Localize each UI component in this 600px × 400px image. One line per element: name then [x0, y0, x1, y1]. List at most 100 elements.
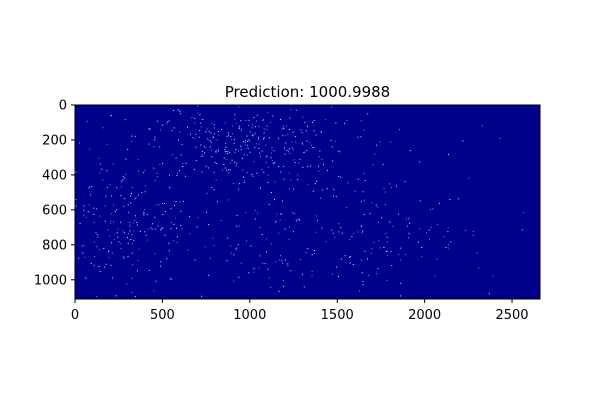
heatmap-point [102, 179, 104, 181]
heatmap-point [386, 254, 388, 256]
heatmap-point [115, 295, 117, 297]
heatmap-point [297, 174, 299, 176]
heatmap-point [193, 169, 195, 170]
heatmap-point [389, 183, 391, 185]
heatmap-point [363, 214, 365, 216]
heatmap-point [213, 127, 215, 129]
heatmap-point [347, 182, 349, 184]
heatmap-point [271, 192, 272, 194]
heatmap-point [234, 151, 236, 153]
heatmap-point [234, 139, 236, 141]
heatmap-point [180, 113, 182, 115]
heatmap-point [168, 242, 170, 244]
heatmap-point [128, 212, 130, 214]
heatmap-point [129, 221, 131, 223]
heatmap-point [314, 253, 316, 254]
heatmap-point [381, 217, 382, 219]
heatmap-point [338, 175, 339, 177]
heatmap-point [185, 162, 187, 164]
heatmap-point [271, 243, 273, 245]
heatmap-point [110, 213, 112, 215]
heatmap-point [233, 280, 235, 282]
heatmap-point [89, 193, 91, 195]
heatmap-point [111, 242, 112, 244]
heatmap-point [247, 172, 248, 173]
heatmap-point [288, 149, 290, 151]
heatmap-point [384, 191, 386, 193]
heatmap-point [341, 232, 343, 234]
heatmap-point [378, 221, 379, 223]
heatmap-point [152, 223, 154, 225]
heatmap-point [104, 266, 106, 268]
heatmap-point [315, 231, 317, 233]
heatmap-point [499, 137, 501, 139]
heatmap-point [189, 233, 190, 235]
heatmap-point [276, 213, 278, 215]
heatmap-point [106, 186, 108, 188]
heatmap-point [223, 164, 225, 165]
heatmap-point [104, 220, 106, 222]
plot-area [74, 104, 541, 300]
heatmap-point [309, 142, 311, 144]
heatmap-point [217, 201, 218, 203]
heatmap-point [360, 259, 362, 261]
heatmap-point [428, 229, 430, 231]
heatmap-point [281, 128, 283, 130]
heatmap-point [208, 131, 210, 133]
heatmap-point [232, 182, 234, 184]
heatmap-point [182, 200, 184, 202]
heatmap-point [138, 248, 140, 250]
heatmap-point [282, 280, 284, 281]
heatmap-point [127, 242, 129, 244]
heatmap-point [195, 160, 197, 162]
heatmap-point [122, 179, 124, 181]
heatmap-point [226, 169, 228, 171]
heatmap-point [253, 268, 255, 270]
heatmap-point [238, 183, 240, 185]
heatmap-point [235, 165, 237, 167]
heatmap-point [226, 260, 228, 262]
heatmap-point [288, 226, 290, 228]
heatmap-point [287, 133, 289, 135]
heatmap-point [197, 105, 199, 107]
heatmap-point [148, 143, 150, 145]
heatmap-point [178, 110, 180, 112]
heatmap-point [251, 174, 253, 176]
heatmap-point [280, 213, 281, 215]
heatmap-point [315, 134, 317, 136]
heatmap-point [78, 257, 80, 259]
heatmap-point [200, 126, 202, 128]
heatmap-point [215, 179, 217, 181]
heatmap-point [110, 195, 112, 197]
heatmap-point [318, 156, 320, 158]
heatmap-point [95, 231, 97, 233]
heatmap-point [96, 208, 98, 210]
heatmap-point [239, 127, 241, 129]
heatmap-point [194, 122, 196, 124]
heatmap-point [146, 214, 148, 216]
heatmap-point [89, 186, 91, 188]
heatmap-point [210, 141, 212, 143]
heatmap-point [253, 271, 255, 273]
heatmap-point [93, 241, 95, 243]
heatmap-point [323, 164, 324, 166]
heatmap-point [166, 258, 168, 260]
heatmap-point [215, 151, 217, 153]
heatmap-point [104, 205, 106, 207]
heatmap-point [321, 227, 323, 229]
heatmap-point [197, 112, 199, 114]
heatmap-point [263, 137, 265, 139]
heatmap-point [448, 153, 449, 155]
heatmap-point [362, 281, 364, 283]
heatmap-point [259, 227, 261, 228]
heatmap-point [369, 213, 371, 215]
heatmap-point [238, 106, 240, 108]
heatmap-point [313, 147, 315, 148]
heatmap-point [108, 257, 110, 259]
heatmap-point [153, 167, 155, 169]
heatmap-point [275, 220, 277, 222]
heatmap-point [146, 239, 148, 241]
heatmap-point [391, 265, 393, 266]
y-tick-label: 400 [42, 168, 67, 183]
heatmap-point [434, 275, 436, 277]
